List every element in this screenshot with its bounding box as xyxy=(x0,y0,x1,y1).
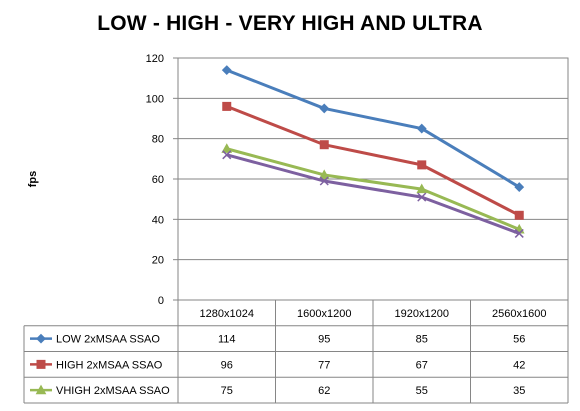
y-tick-label: 60 xyxy=(152,174,164,186)
data-point xyxy=(417,192,427,202)
data-cell: 95 xyxy=(318,334,330,346)
category-label: 2560x1600 xyxy=(492,308,546,320)
data-point xyxy=(222,101,232,111)
data-point xyxy=(514,228,524,238)
legend-key xyxy=(30,384,52,395)
y-tick-label: 20 xyxy=(152,255,164,267)
data-cell: 96 xyxy=(221,359,233,371)
legend-key xyxy=(30,333,52,344)
series-lines xyxy=(221,65,525,238)
category-label: 1280x1024 xyxy=(200,308,254,320)
data-cell: 62 xyxy=(318,385,330,397)
series-line xyxy=(226,153,520,235)
chart-title: LOW - HIGH - VERY HIGH AND ULTRA xyxy=(97,12,483,35)
category-label: 1920x1200 xyxy=(395,308,449,320)
legend-marker xyxy=(35,384,47,395)
series-line xyxy=(226,68,521,189)
series-name: VHIGH 2xMSAA SSAO xyxy=(56,385,170,397)
data-point xyxy=(319,103,330,114)
data-cell: 35 xyxy=(513,385,525,397)
data-point xyxy=(221,143,233,153)
data-cell: 67 xyxy=(416,359,428,371)
series-name: LOW 2xMSAA SSAO xyxy=(56,334,160,346)
y-tick-label: 100 xyxy=(146,93,164,105)
data-point xyxy=(222,150,232,160)
data-cell: 56 xyxy=(513,334,525,346)
y-axis-label: fps xyxy=(27,171,39,188)
data-table: 1280x1024 1600x1200 1920x1200 2560x1600 LOW … xyxy=(23,58,569,411)
series-diamond xyxy=(221,65,525,192)
data-cell: 85 xyxy=(416,334,428,346)
category-label: 1600x1200 xyxy=(297,308,351,320)
y-tick-label: 0 xyxy=(158,295,164,307)
series-name: HIGH 2xMSAA SSAO xyxy=(56,359,163,371)
series-square xyxy=(222,101,524,220)
data-point xyxy=(318,169,330,180)
y-tick-label: 80 xyxy=(152,134,164,146)
data-cell: 55 xyxy=(416,385,428,397)
series-line xyxy=(226,147,520,231)
series-line xyxy=(226,105,520,217)
series-x xyxy=(222,150,524,238)
data-point xyxy=(416,183,428,194)
data-cell: 42 xyxy=(513,359,525,371)
data-point xyxy=(319,176,329,186)
data-point xyxy=(221,65,232,76)
data-point xyxy=(514,210,524,220)
data-cell: 75 xyxy=(221,385,233,397)
y-tick-label: 120 xyxy=(146,53,164,65)
legend-marker xyxy=(36,333,46,344)
data-point xyxy=(514,182,525,192)
legend-key xyxy=(30,359,52,369)
data-point xyxy=(319,140,329,150)
gridlines xyxy=(177,57,569,301)
axes: 0 20 40 60 80 100 120 xyxy=(146,53,471,307)
data-point xyxy=(417,160,427,170)
y-tick-label: 40 xyxy=(152,214,164,226)
data-cell: 77 xyxy=(318,359,330,371)
legend-marker xyxy=(36,359,46,369)
data-point xyxy=(416,123,427,134)
data-cell: 114 xyxy=(218,334,236,346)
